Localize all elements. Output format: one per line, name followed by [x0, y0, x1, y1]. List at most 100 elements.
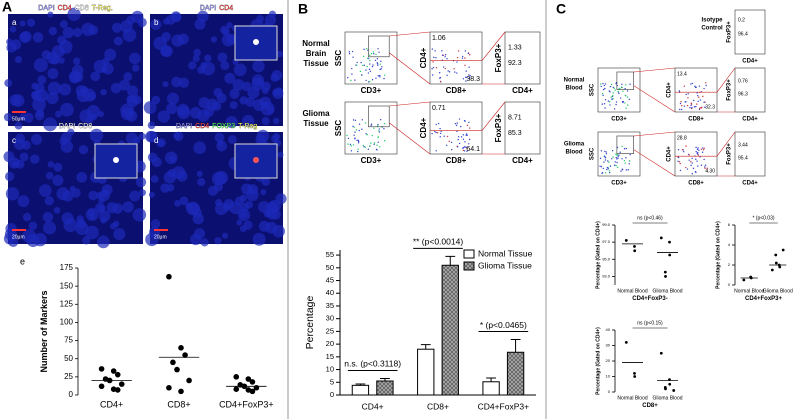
event: [363, 48, 365, 51]
event: [602, 82, 604, 85]
nucleus: [166, 92, 179, 105]
event: [465, 133, 468, 135]
nucleus: [197, 109, 210, 122]
nucleus: [217, 52, 228, 63]
y-tick-label: 40: [326, 288, 334, 297]
nucleus: [100, 88, 107, 96]
event: [431, 74, 434, 76]
event: [432, 66, 435, 69]
event: [379, 76, 381, 78]
event: [703, 101, 705, 104]
event: [604, 107, 606, 109]
event: [352, 125, 354, 128]
flow-plot: [674, 67, 718, 113]
event: [435, 150, 437, 152]
nucleus: [237, 208, 251, 222]
event: [361, 119, 363, 121]
nucleus: [85, 225, 99, 240]
data-point: [166, 273, 172, 280]
data-point: [174, 366, 180, 373]
event: [618, 154, 620, 156]
event: [466, 150, 468, 152]
flow-axis-label: CD8+: [446, 156, 467, 165]
event: [431, 132, 433, 135]
gate-value: 13.4: [677, 71, 687, 77]
event: [444, 67, 446, 70]
legend-label: Normal Tissue: [478, 248, 533, 258]
nucleus: [72, 27, 83, 38]
nucleus: [233, 63, 247, 77]
nucleus: [122, 201, 134, 213]
y-tick-label: 25: [64, 372, 73, 381]
row-label: Brain: [306, 49, 327, 58]
flow-axis-label: FoxP3+: [494, 43, 503, 72]
event: [461, 57, 464, 59]
foxp3-value: 85.3: [508, 130, 522, 137]
event: [433, 56, 435, 59]
event: [611, 149, 614, 152]
flow-axis-label: CD4+: [742, 117, 758, 123]
event: [432, 61, 434, 63]
event: [447, 70, 449, 72]
event: [383, 122, 386, 125]
event: [351, 50, 354, 53]
nucleus: [4, 79, 13, 88]
event: [364, 146, 367, 148]
nucleus: [210, 36, 218, 43]
nucleus: [76, 171, 88, 183]
row-label: Isotype: [701, 18, 723, 24]
event: [610, 96, 612, 98]
y-tick-label: 175: [60, 263, 74, 272]
nucleus: [275, 193, 287, 205]
nucleus: [5, 187, 20, 201]
nucleus: [222, 28, 230, 36]
nucleus: [35, 83, 45, 93]
error-bar: [420, 344, 431, 350]
event: [435, 123, 437, 126]
event: [368, 68, 371, 71]
nucleus: [277, 151, 284, 158]
event: [346, 134, 348, 137]
event: [444, 56, 446, 58]
nucleus: [147, 121, 156, 130]
nucleus: [214, 237, 222, 245]
event: [465, 80, 467, 82]
gate: [616, 71, 635, 90]
nucleus: [113, 36, 123, 46]
event: [379, 146, 381, 148]
bar: [506, 351, 525, 396]
data-point: [668, 382, 672, 386]
event: [698, 85, 701, 87]
event: [690, 104, 692, 107]
event: [369, 70, 372, 72]
event: [465, 146, 467, 148]
event: [384, 74, 386, 76]
event: [379, 119, 382, 121]
event: [445, 144, 448, 147]
event: [616, 166, 619, 169]
event: [704, 164, 707, 166]
event: [691, 173, 693, 175]
event: [376, 144, 378, 147]
flow-axis-label: FoxP3+: [494, 113, 503, 142]
event: [456, 130, 458, 133]
flow-axis-label: CD4+: [667, 82, 673, 98]
gate-value: 1.06: [432, 35, 446, 42]
event: [462, 134, 465, 136]
event: [358, 129, 360, 132]
event: [694, 85, 696, 88]
event: [446, 74, 448, 77]
nucleus: [43, 117, 58, 132]
event: [627, 169, 629, 171]
flow-plot: [429, 101, 483, 155]
nucleus: [151, 95, 161, 105]
event: [695, 105, 697, 108]
event: [698, 96, 700, 98]
event: [603, 84, 606, 87]
bar: [351, 384, 370, 396]
event: [378, 130, 380, 132]
event: [706, 170, 708, 172]
event: [442, 66, 445, 68]
nucleus: [145, 232, 159, 247]
nucleus: [150, 219, 161, 229]
